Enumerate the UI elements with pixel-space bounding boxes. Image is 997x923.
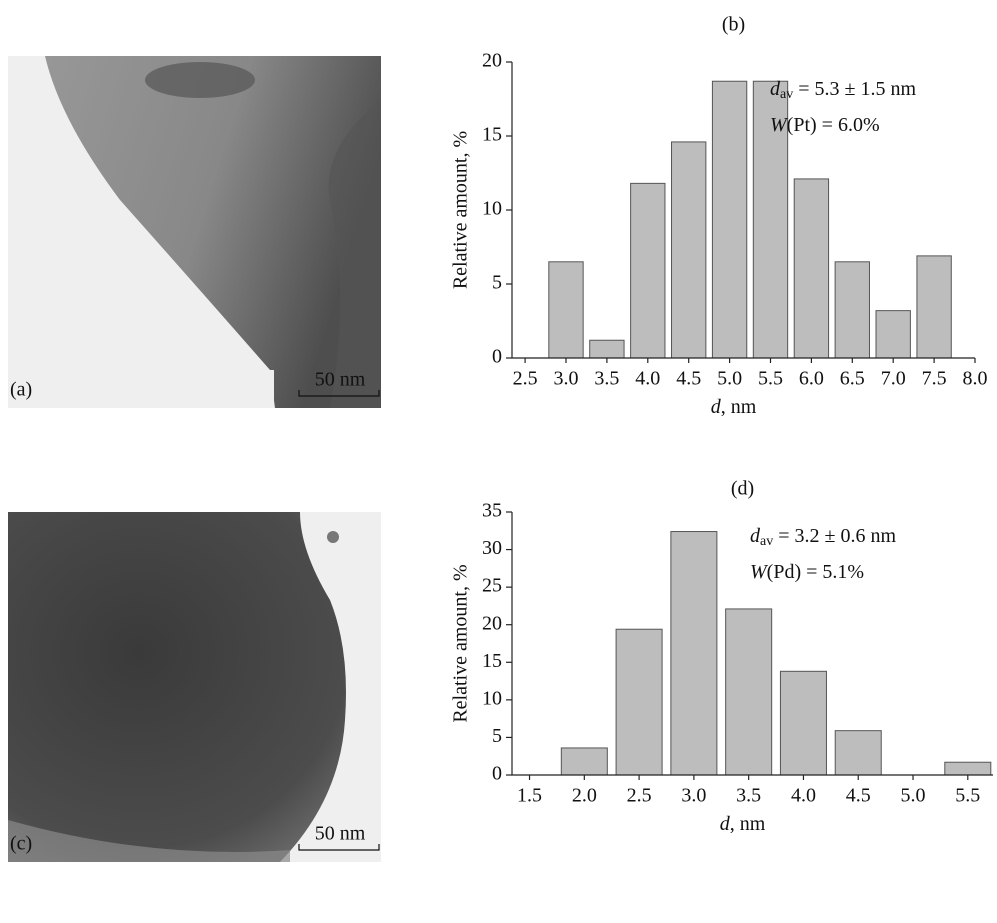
bar <box>944 761 992 776</box>
y-tick-label: 10 <box>482 198 502 220</box>
bar <box>670 531 718 776</box>
y-tick-label: 20 <box>482 50 502 72</box>
x-tick-label: 3.0 <box>553 368 578 390</box>
scale-bar-label: 50 nm <box>315 823 366 845</box>
y-tick-label: 0 <box>492 763 502 785</box>
bar <box>711 80 748 359</box>
scale-bar <box>298 844 380 851</box>
y-axis-label: Relative amount, % <box>450 564 472 722</box>
tem-image-c <box>8 512 381 862</box>
bar <box>671 141 707 359</box>
annotation-text: = 3.2 ± 0.6 nm <box>773 525 896 547</box>
x-tick-label: 5.0 <box>717 368 742 390</box>
y-tick-label: 5 <box>492 725 502 747</box>
bar <box>560 747 608 776</box>
x-axis-label-symbol: d <box>711 396 722 418</box>
x-tick-label: 4.0 <box>635 368 660 390</box>
annotation-text: (Pd) = 5.1% <box>767 561 864 583</box>
chart-title: (b) <box>722 14 745 36</box>
scale-bar-label: 50 nm <box>315 369 366 391</box>
x-tick-label: 5.5 <box>758 368 783 390</box>
annotation-symbol: d <box>750 525 761 547</box>
bar <box>725 608 773 776</box>
x-axis-label: d, nm <box>711 396 757 418</box>
x-axis-label-unit: , nm <box>721 396 757 418</box>
bar <box>752 80 789 359</box>
x-tick-label: 4.0 <box>791 785 816 807</box>
x-tick-label: 6.0 <box>799 368 824 390</box>
y-tick-label: 5 <box>492 272 502 294</box>
x-tick-label: 3.0 <box>681 785 706 807</box>
x-tick-label: 2.0 <box>572 785 597 807</box>
x-tick-label: 1.5 <box>517 785 542 807</box>
panel-label: (a) <box>10 379 32 401</box>
x-tick-label: 2.5 <box>513 368 538 390</box>
y-tick-label: 0 <box>492 346 502 368</box>
annotation: W(Pd) = 5.1% <box>750 561 864 583</box>
annotation-symbol: W <box>770 114 789 136</box>
annotation: dav = 5.3 ± 1.5 nm <box>770 78 916 103</box>
x-tick-label: 5.0 <box>901 785 926 807</box>
x-tick-label: 4.5 <box>846 785 871 807</box>
y-tick-label: 10 <box>482 687 502 709</box>
panel-label: (c) <box>10 833 32 855</box>
x-tick-label: 3.5 <box>594 368 619 390</box>
bar <box>589 339 625 359</box>
scale-bar <box>298 390 380 397</box>
x-tick-label: 2.5 <box>627 785 652 807</box>
annotation-symbol: W <box>750 561 769 583</box>
y-tick-label: 15 <box>482 124 502 146</box>
bar <box>875 310 911 359</box>
x-axis-label-symbol: d <box>720 813 731 835</box>
x-axis-label-unit: , nm <box>730 813 766 835</box>
bar <box>615 628 663 776</box>
x-tick-label: 3.5 <box>736 785 761 807</box>
annotation: W(Pt) = 6.0% <box>770 114 880 136</box>
bar <box>779 670 827 776</box>
x-axis-label: d, nm <box>720 813 766 835</box>
x-tick-label: 7.5 <box>922 368 947 390</box>
y-tick-label: 15 <box>482 650 502 672</box>
bar <box>916 255 952 359</box>
annotation: dav = 3.2 ± 0.6 nm <box>750 525 896 550</box>
y-tick-label: 20 <box>482 612 502 634</box>
x-tick-label: 6.5 <box>840 368 865 390</box>
annotation-text: = 5.3 ± 1.5 nm <box>793 78 916 100</box>
bar <box>630 182 666 359</box>
bar <box>793 178 830 359</box>
x-tick-label: 5.5 <box>955 785 980 807</box>
annotation-subscript: av <box>780 87 793 102</box>
annotation-subscript: av <box>760 534 773 549</box>
x-tick-label: 8.0 <box>963 368 988 390</box>
x-tick-label: 7.0 <box>881 368 906 390</box>
y-tick-label: 25 <box>482 575 502 597</box>
x-tick-label: 4.5 <box>676 368 701 390</box>
annotation-symbol: d <box>770 78 781 100</box>
tem-image-a <box>8 56 381 408</box>
bar <box>834 261 870 359</box>
bar <box>834 730 882 776</box>
y-tick-label: 30 <box>482 537 502 559</box>
bar <box>548 261 584 359</box>
y-axis-label: Relative amount, % <box>450 131 472 289</box>
chart-title: (d) <box>731 478 754 500</box>
annotation-text: (Pt) = 6.0% <box>787 114 880 136</box>
y-tick-label: 35 <box>482 500 502 522</box>
